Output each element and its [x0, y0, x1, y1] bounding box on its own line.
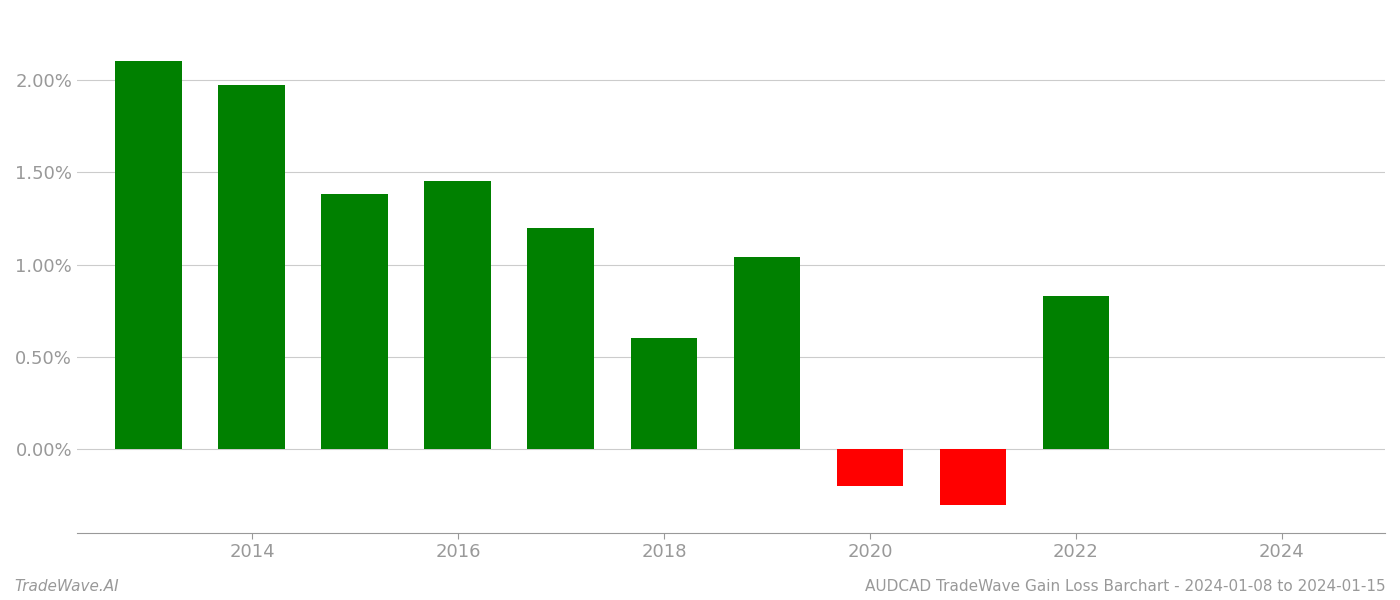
Bar: [322, 194, 388, 449]
Text: AUDCAD TradeWave Gain Loss Barchart - 2024-01-08 to 2024-01-15: AUDCAD TradeWave Gain Loss Barchart - 20…: [865, 579, 1386, 594]
Bar: [115, 61, 182, 449]
Text: TradeWave.AI: TradeWave.AI: [14, 579, 119, 594]
Bar: [424, 181, 491, 449]
Bar: [939, 449, 1007, 505]
Bar: [837, 449, 903, 487]
Bar: [528, 227, 595, 449]
Bar: [630, 338, 697, 449]
Bar: [734, 257, 801, 449]
Bar: [1043, 296, 1109, 449]
Bar: [218, 85, 286, 449]
